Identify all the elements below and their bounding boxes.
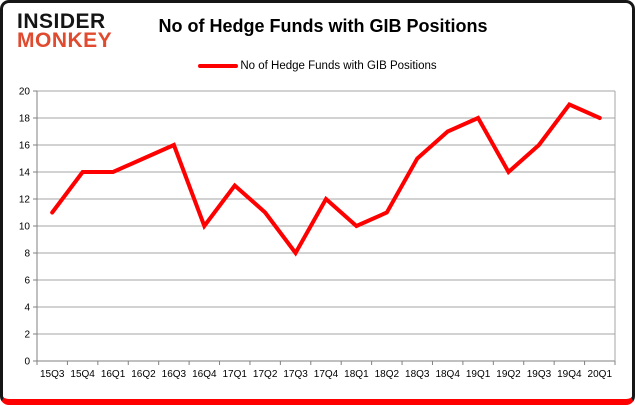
- x-axis-label: 19Q4: [557, 369, 582, 380]
- y-axis-label: 2: [24, 330, 30, 341]
- chart-title: No of Hedge Funds with GIB Positions: [158, 16, 488, 36]
- y-axis-label: 12: [19, 195, 31, 206]
- insider-monkey-logo: INSIDER MONKEY: [17, 10, 113, 53]
- x-axis-label: 18Q3: [405, 369, 430, 380]
- x-axis-label: 18Q1: [344, 369, 369, 380]
- y-axis-label: 16: [19, 141, 31, 152]
- x-axis-label: 17Q2: [253, 369, 278, 380]
- x-axis-label: 17Q1: [223, 369, 248, 380]
- y-axis-label: 18: [19, 114, 31, 125]
- legend-label: No of Hedge Funds with GIB Positions: [240, 60, 437, 72]
- x-axis-label: 19Q2: [496, 369, 521, 380]
- x-axis-label: 16Q3: [162, 369, 187, 380]
- x-axis-label: 16Q1: [101, 369, 126, 380]
- series-line: [50, 102, 602, 257]
- y-axis-label: 20: [19, 87, 31, 98]
- x-axis-label: 19Q3: [527, 369, 552, 380]
- x-axis-label: 18Q4: [435, 369, 460, 380]
- y-axis-label: 0: [24, 357, 30, 368]
- x-axis-label: 17Q3: [283, 369, 308, 380]
- logo-line1: INSIDER: [17, 10, 106, 33]
- line-chart: 0 2 4 6 8 10 12 14 16 18 20 15Q3 15Q4 16Q1 16Q2 16Q3 16Q…: [19, 87, 616, 380]
- x-axis-label: 15Q3: [40, 369, 65, 380]
- legend: No of Hedge Funds with GIB Positions: [3, 60, 632, 72]
- y-axis-label: 8: [24, 249, 30, 260]
- y-axis-label: 6: [24, 276, 30, 287]
- x-axis-label: 18Q2: [375, 369, 400, 380]
- y-axis-label: 4: [24, 303, 30, 314]
- legend-line-swatch: [198, 64, 239, 68]
- y-axis-label: 14: [19, 168, 31, 179]
- x-axis-label: 15Q4: [70, 369, 95, 380]
- x-axis-label: 19Q1: [466, 369, 491, 380]
- x-axis-label: 17Q4: [314, 369, 339, 380]
- logo-line2: MONKEY: [17, 29, 113, 53]
- x-axis-label: 16Q4: [192, 369, 217, 380]
- y-axis-label: 10: [19, 222, 31, 233]
- x-axis-label: 16Q2: [131, 369, 156, 380]
- x-axis-label: 20Q1: [588, 369, 613, 380]
